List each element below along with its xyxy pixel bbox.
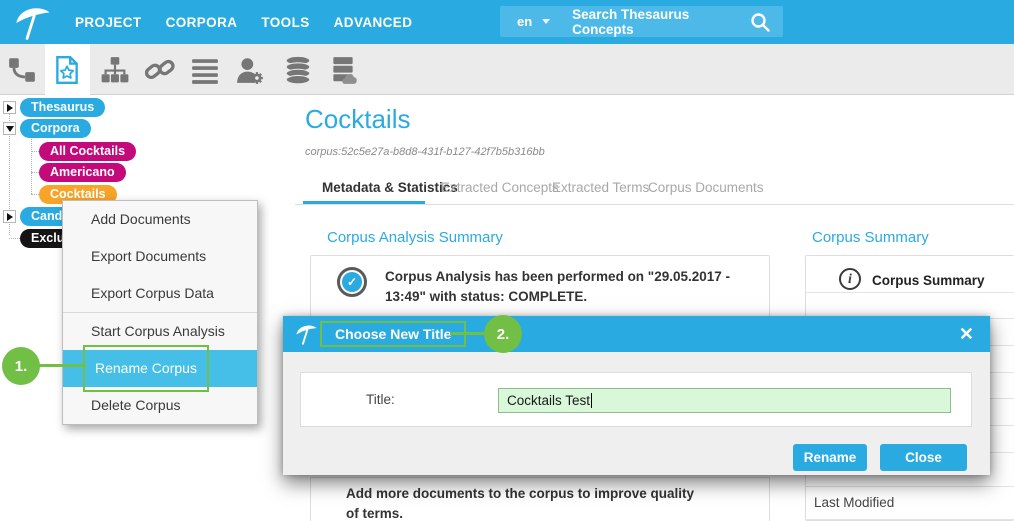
expander-thesaurus[interactable]: [3, 101, 16, 114]
icon-toolbar: [0, 44, 1014, 95]
menu-item-start-corpus-analysis[interactable]: Start Corpus Analysis: [91, 323, 225, 339]
summary-section-heading: Corpus Summary: [812, 229, 929, 246]
poolparty-umbrella-icon: [296, 325, 317, 345]
connector-scheme-icon[interactable]: [5, 53, 39, 87]
summary-row-divider: [805, 486, 1014, 487]
chevron-down-icon[interactable]: [542, 19, 551, 24]
server-cloud-icon[interactable]: [326, 53, 360, 87]
poolparty-umbrella-logo-icon[interactable]: [14, 4, 52, 42]
menu-item-rename-corpus[interactable]: Rename Corpus: [63, 345, 257, 392]
menu-separator: [63, 312, 257, 313]
link-icon[interactable]: [143, 53, 177, 87]
annotation-highlight-box: Rename Corpus: [83, 345, 209, 392]
database-icon[interactable]: [281, 53, 315, 87]
triangle-down-icon: [5, 125, 14, 132]
menu-item-add-documents[interactable]: Add Documents: [91, 211, 191, 227]
analysis-section-heading: Corpus Analysis Summary: [327, 229, 503, 246]
search-bar: en Search Thesaurus Concepts: [500, 6, 783, 37]
status-check-icon: ✓: [337, 267, 367, 297]
tree-item-thesaurus[interactable]: Thesaurus: [20, 98, 106, 117]
annotation-line-1: [36, 364, 86, 367]
triangle-right-icon: [6, 212, 13, 221]
tab-extracted-terms[interactable]: Extracted Terms: [552, 180, 650, 195]
summary-row-divider: [805, 292, 1014, 293]
summary-card-title: Corpus Summary: [872, 273, 985, 288]
dialog-form-panel: Title: Cocktails Test: [300, 372, 972, 427]
tree-guide-line: [31, 194, 39, 195]
annotation-step-2-badge: 2.: [484, 315, 522, 353]
close-icon[interactable]: ✕: [958, 324, 974, 344]
summary-row-divider: [805, 519, 1014, 520]
active-tab-underline: [303, 201, 425, 204]
tree-guide-line: [9, 110, 10, 235]
menu-tools[interactable]: TOOLS: [261, 14, 310, 30]
main-menu: PROJECT CORPORA TOOLS ADVANCED: [75, 0, 412, 44]
hierarchy-icon[interactable]: [98, 53, 132, 87]
expander-corpora[interactable]: [3, 122, 16, 135]
document-star-icon[interactable]: [50, 53, 84, 87]
dialog-header: Choose New Title ✕: [283, 316, 990, 352]
rename-button[interactable]: Rename: [793, 444, 867, 471]
page-title: Cocktails: [305, 104, 411, 134]
analysis-status-message: Corpus Analysis has been performed on "2…: [385, 269, 731, 304]
text-cursor: [591, 393, 593, 408]
title-input[interactable]: Cocktails Test: [498, 388, 951, 413]
tree-guide-line: [31, 132, 32, 194]
analysis-summary-card: ✓ Corpus Analysis has been performed on …: [310, 255, 770, 321]
menu-item-delete-corpus[interactable]: Delete Corpus: [91, 397, 181, 413]
rename-dialog: Choose New Title ✕ Title: Cocktails Test…: [283, 316, 990, 475]
info-icon: i: [839, 268, 861, 290]
language-selector[interactable]: en: [517, 14, 533, 29]
tree-guide-line: [9, 238, 20, 239]
list-icon[interactable]: [188, 53, 222, 87]
tree-item-all-cocktails[interactable]: All Cocktails: [39, 142, 137, 161]
tip-card: Add more documents to the corpus to impr…: [310, 477, 770, 521]
title-field-label: Title:: [366, 392, 395, 407]
tabs-divider: [295, 204, 1014, 205]
close-button[interactable]: Close: [880, 444, 967, 471]
menu-project[interactable]: PROJECT: [75, 14, 142, 30]
annotation-line-2: [450, 332, 486, 335]
search-input[interactable]: Search Thesaurus Concepts: [572, 6, 690, 37]
tab-metadata-statistics[interactable]: Metadata & Statistics: [322, 180, 458, 195]
corpus-uri: corpus:52c5e27a-b8d8-431f-b127-42f7b5b31…: [305, 146, 545, 158]
menu-corpora[interactable]: CORPORA: [165, 14, 238, 30]
user-settings-icon[interactable]: [233, 53, 267, 87]
tree-item-americano[interactable]: Americano: [39, 163, 126, 182]
triangle-right-icon: [6, 103, 13, 112]
summary-row-last-modified: Last Modified: [814, 495, 895, 510]
annotation-step-1-badge: 1.: [2, 347, 40, 385]
tab-extracted-concepts[interactable]: Extracted Concepts: [441, 180, 559, 195]
tab-corpus-documents[interactable]: Corpus Documents: [648, 180, 764, 195]
dialog-title: Choose New Title: [320, 321, 467, 347]
tree-item-corpora[interactable]: Corpora: [20, 119, 91, 138]
menu-item-export-documents[interactable]: Export Documents: [91, 248, 207, 264]
tree-item-cocktails[interactable]: Cocktails: [39, 185, 117, 204]
menu-advanced[interactable]: ADVANCED: [333, 14, 413, 30]
search-icon[interactable]: [749, 11, 771, 33]
corpus-context-menu: Add Documents Export Documents Export Co…: [62, 200, 258, 425]
tip-message: Add more documents to the corpus to impr…: [346, 486, 695, 521]
top-navigation-bar: PROJECT CORPORA TOOLS ADVANCED en Search…: [0, 0, 1014, 44]
tree-guide-line: [31, 151, 39, 152]
tree-guide-line: [31, 172, 39, 173]
menu-item-export-corpus-data[interactable]: Export Corpus Data: [91, 285, 214, 301]
expander-candidates[interactable]: [3, 210, 16, 223]
